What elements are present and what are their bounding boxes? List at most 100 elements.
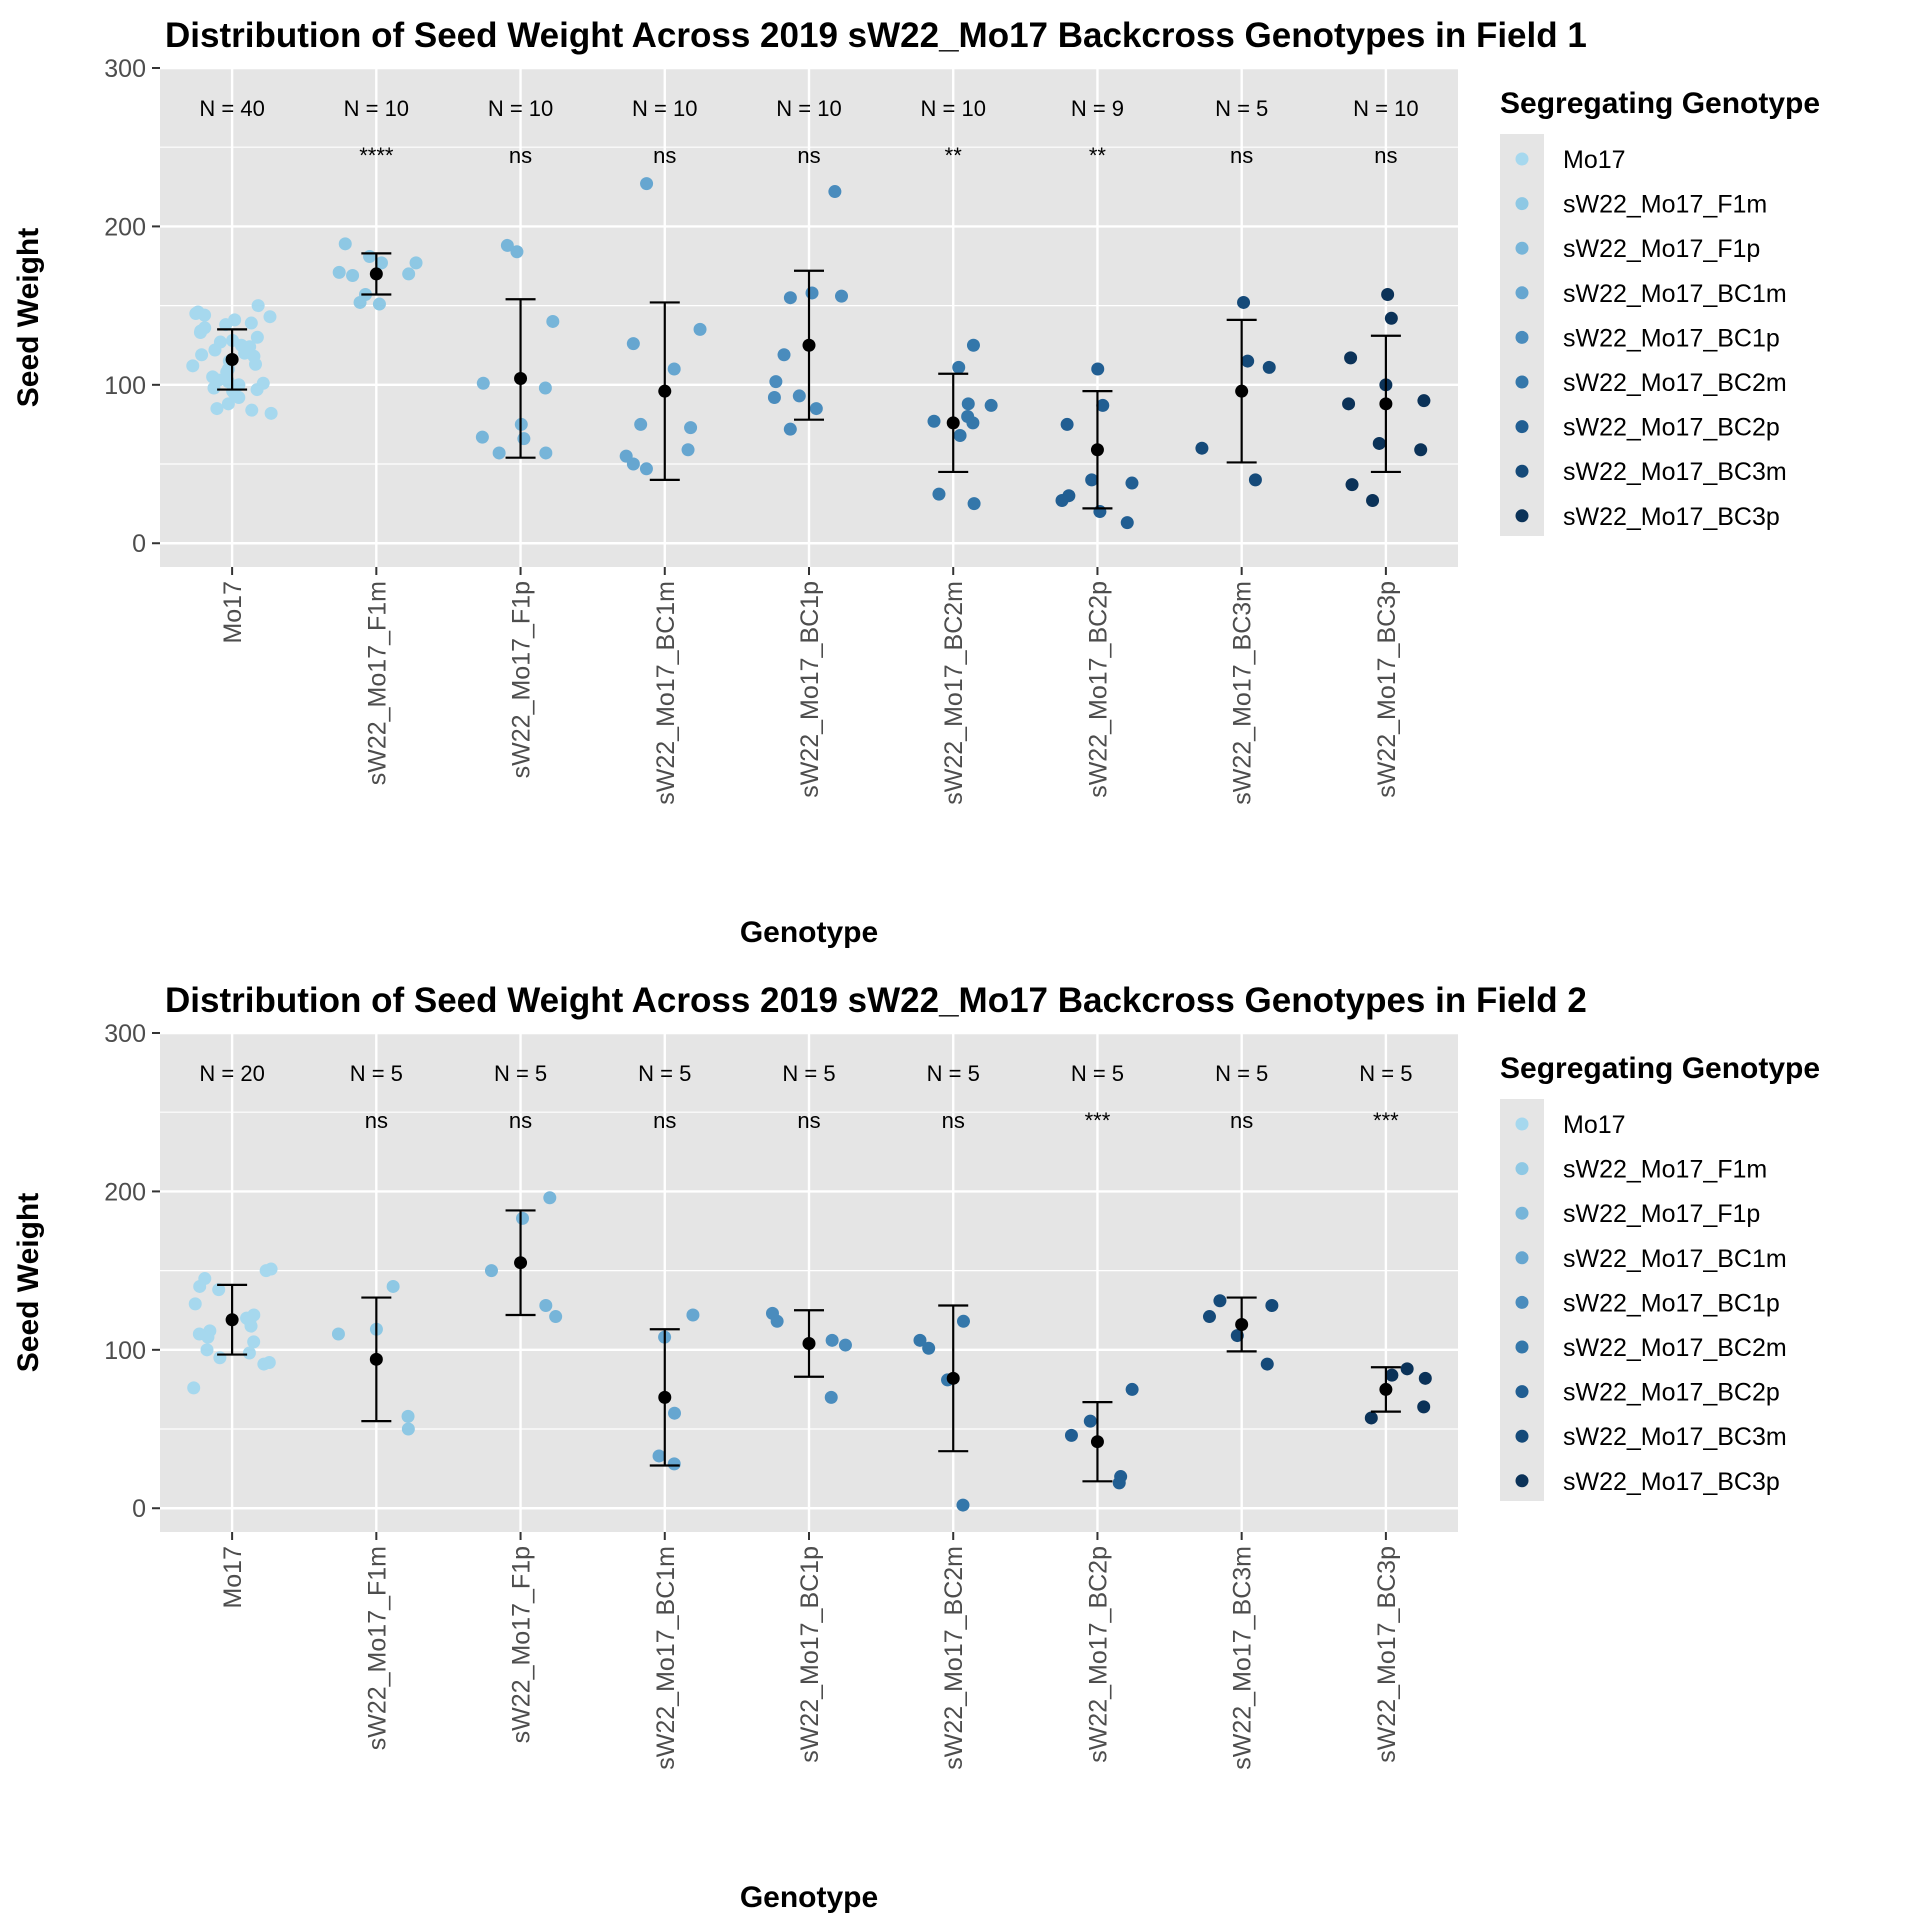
data-point xyxy=(402,267,416,281)
data-point xyxy=(500,238,514,252)
data-point xyxy=(668,1406,682,1420)
chart-panel-1: Distribution of Seed Weight Across 2019 … xyxy=(12,16,1820,949)
data-point xyxy=(927,414,941,428)
x-tick-label: sW22_Mo17_F1m xyxy=(363,581,391,785)
legend-label: Mo17 xyxy=(1563,146,1626,174)
legend-key xyxy=(1515,1162,1529,1176)
legend-key xyxy=(1515,1474,1529,1488)
significance-label: ns xyxy=(1374,143,1397,168)
data-point xyxy=(634,417,648,431)
x-tick-label: sW22_Mo17_BC2p xyxy=(1084,1546,1112,1763)
legend-key xyxy=(1515,1295,1529,1309)
data-point xyxy=(331,1327,345,1341)
mean-point xyxy=(1235,1317,1249,1331)
count-label: N = 10 xyxy=(632,96,697,121)
data-point xyxy=(783,422,797,436)
data-point xyxy=(401,1422,415,1436)
data-point xyxy=(207,381,221,395)
significance-label: ns xyxy=(509,143,532,168)
data-point xyxy=(374,256,388,270)
data-point xyxy=(932,487,946,501)
y-tick-label: 200 xyxy=(104,213,146,241)
data-point xyxy=(956,1498,970,1512)
data-point xyxy=(1381,288,1395,302)
data-point xyxy=(805,286,819,300)
data-point xyxy=(1125,1382,1139,1396)
legend-label: sW22_Mo17_BC3p xyxy=(1563,503,1780,531)
data-point xyxy=(195,348,209,362)
y-tick-label: 300 xyxy=(104,55,146,83)
data-point xyxy=(1384,311,1398,325)
mean-point xyxy=(946,416,960,430)
y-tick-label: 300 xyxy=(104,1020,146,1048)
data-point xyxy=(1096,398,1110,412)
y-axis-title: Seed Weight xyxy=(12,1193,45,1372)
significance-label: ** xyxy=(1089,143,1107,168)
count-label: N = 10 xyxy=(344,96,409,121)
y-tick-label: 0 xyxy=(132,1495,146,1523)
legend-label: sW22_Mo17_BC2m xyxy=(1563,369,1787,397)
data-point xyxy=(546,314,560,328)
x-axis-title: Genotype xyxy=(740,916,878,949)
chart-title: Distribution of Seed Weight Across 2019 … xyxy=(165,981,1587,1020)
legend-key xyxy=(1515,509,1529,523)
data-point xyxy=(1120,516,1134,530)
legend-key xyxy=(1515,1251,1529,1265)
legend-key xyxy=(1515,241,1529,255)
legend-label: Mo17 xyxy=(1563,1111,1626,1139)
data-point xyxy=(1064,1428,1078,1442)
legend-key xyxy=(1515,1385,1529,1399)
data-point xyxy=(809,402,823,416)
legend-key xyxy=(1515,1117,1529,1131)
data-point xyxy=(961,397,975,411)
count-label: N = 5 xyxy=(494,1061,547,1086)
mean-point xyxy=(946,1371,960,1385)
count-label: N = 10 xyxy=(488,96,553,121)
data-point xyxy=(1091,362,1105,376)
mean-point xyxy=(658,384,672,398)
legend-key xyxy=(1515,464,1529,478)
data-point xyxy=(966,416,980,430)
data-point xyxy=(1112,1476,1126,1490)
data-point xyxy=(767,390,781,404)
data-point xyxy=(828,185,842,199)
significance-label: ns xyxy=(797,143,820,168)
data-point xyxy=(626,457,640,471)
count-label: N = 5 xyxy=(927,1061,980,1086)
legend-key xyxy=(1515,1340,1529,1354)
mean-point xyxy=(369,1352,383,1366)
data-point xyxy=(1418,1371,1432,1385)
data-point xyxy=(332,265,346,279)
x-tick-label: sW22_Mo17_BC1p xyxy=(796,1546,824,1763)
data-point xyxy=(1241,354,1255,368)
data-point xyxy=(244,1319,258,1333)
x-tick-label: sW22_Mo17_F1p xyxy=(508,581,536,778)
data-point xyxy=(372,297,386,311)
legend-key xyxy=(1515,152,1529,166)
significance-label: ns xyxy=(797,1108,820,1133)
data-point xyxy=(187,1381,201,1395)
data-point xyxy=(693,322,707,336)
significance-label: **** xyxy=(359,143,394,168)
legend-label: sW22_Mo17_F1m xyxy=(1563,1156,1767,1184)
data-point xyxy=(517,432,531,446)
x-tick-label: Mo17 xyxy=(219,581,247,644)
data-point xyxy=(1093,505,1107,519)
data-point xyxy=(953,429,967,443)
significance-label: ns xyxy=(653,1108,676,1133)
data-point xyxy=(338,237,352,251)
mean-point xyxy=(1379,1382,1393,1396)
data-point xyxy=(213,335,227,349)
legend-label: sW22_Mo17_F1p xyxy=(1563,235,1760,263)
data-point xyxy=(922,1341,936,1355)
mean-point xyxy=(1090,1435,1104,1449)
legend-label: sW22_Mo17_BC1p xyxy=(1563,1289,1780,1317)
significance-label: ns xyxy=(942,1108,965,1133)
data-point xyxy=(956,1314,970,1328)
significance-label: *** xyxy=(1085,1108,1111,1133)
mean-point xyxy=(225,1313,239,1327)
data-point xyxy=(1342,397,1356,411)
data-point xyxy=(770,1314,784,1328)
data-point xyxy=(952,360,966,374)
